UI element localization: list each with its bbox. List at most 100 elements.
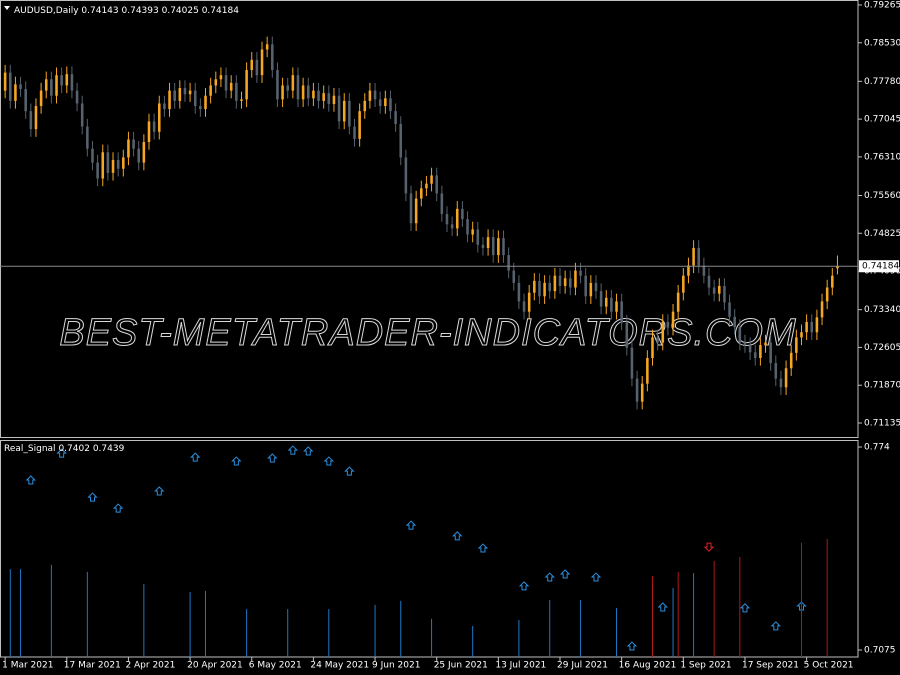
candle-body bbox=[569, 278, 572, 288]
signal-arrow bbox=[559, 569, 571, 579]
candle-body bbox=[327, 93, 331, 104]
candle-body bbox=[291, 75, 295, 91]
panel-header: AUDUSD,Daily 0.74143 0.74393 0.74025 0.7… bbox=[14, 6, 239, 16]
candle-body bbox=[3, 72, 7, 91]
candle-body bbox=[250, 59, 254, 71]
candle-body bbox=[502, 238, 505, 256]
candle-body bbox=[676, 292, 680, 312]
x-tick-label: 17 Mar 2021 bbox=[64, 661, 121, 671]
watermark: BEST-METATRADER-INDICATORS.COM bbox=[59, 312, 796, 354]
candle-body bbox=[219, 75, 223, 80]
candle-body bbox=[589, 282, 593, 297]
y-tick-label: 0.74825 bbox=[864, 229, 900, 239]
candle-body bbox=[34, 106, 38, 130]
x-tick-label: 20 Apr 2021 bbox=[187, 661, 243, 671]
candle-body bbox=[127, 139, 130, 158]
signal-arrow bbox=[25, 475, 37, 485]
candle-body bbox=[789, 352, 793, 369]
candle-body bbox=[497, 238, 500, 256]
candle-body bbox=[476, 229, 480, 245]
candle-body bbox=[430, 175, 433, 184]
candle-body bbox=[646, 357, 649, 384]
candle-body bbox=[188, 90, 192, 95]
y-tick-label: 0.7075 bbox=[864, 646, 896, 656]
candle-body bbox=[738, 327, 742, 343]
x-tick-label: 16 Aug 2021 bbox=[619, 661, 677, 671]
candle-body bbox=[682, 275, 685, 293]
candle-body bbox=[630, 347, 634, 379]
signal-arrow bbox=[112, 503, 124, 513]
candle-body bbox=[420, 188, 423, 199]
x-tick-label: 29 Jul 2021 bbox=[557, 661, 608, 671]
x-tick-label: 1 Sep 2021 bbox=[680, 661, 731, 671]
candle-body bbox=[527, 292, 531, 312]
candle-body bbox=[815, 317, 819, 333]
header-value: 0.74393 bbox=[122, 6, 159, 16]
candle-body bbox=[836, 266, 839, 269]
candle-body bbox=[712, 287, 716, 294]
candle-body bbox=[271, 44, 274, 71]
header-value: 0.74143 bbox=[81, 6, 118, 16]
candle-body bbox=[800, 332, 803, 338]
candle-body bbox=[44, 79, 48, 91]
candle-body bbox=[199, 106, 202, 110]
candle-body bbox=[65, 74, 69, 86]
candle-body bbox=[702, 265, 706, 276]
candle-body bbox=[481, 244, 485, 248]
candle-body bbox=[342, 100, 346, 122]
candle-body bbox=[753, 352, 757, 358]
candle-body bbox=[733, 316, 736, 328]
candle-body bbox=[517, 282, 521, 302]
candle-body bbox=[116, 160, 120, 169]
signal-arrow bbox=[87, 492, 98, 502]
candle-body bbox=[543, 282, 546, 297]
header-value: 0.74184 bbox=[202, 6, 239, 16]
candle-body bbox=[661, 321, 665, 343]
header-value: 0.7402 bbox=[58, 444, 90, 454]
candle-body bbox=[368, 90, 372, 101]
indicator-panel-frame bbox=[0, 440, 859, 658]
x-tick-label: 5 Oct 2021 bbox=[804, 661, 854, 671]
candle-body bbox=[584, 275, 587, 297]
candle-body bbox=[122, 157, 125, 169]
symbol-menu-arrow[interactable] bbox=[4, 6, 10, 10]
candle-body bbox=[563, 278, 567, 286]
x-tick-label: 9 Jun 2021 bbox=[372, 661, 420, 671]
candle-body bbox=[91, 148, 94, 163]
y-tick-label: 0.77045 bbox=[864, 115, 900, 125]
candle-body bbox=[471, 229, 474, 235]
candle-body bbox=[651, 337, 654, 358]
candle-body bbox=[558, 275, 562, 286]
candle-body bbox=[553, 275, 557, 292]
candle-body bbox=[615, 301, 618, 312]
candle-body bbox=[389, 98, 392, 112]
candle-body bbox=[19, 84, 22, 90]
candle-body bbox=[183, 88, 187, 95]
candle-body bbox=[24, 89, 27, 112]
candle-body bbox=[147, 121, 151, 143]
x-tick-label: 24 May 2021 bbox=[310, 661, 369, 671]
candle-body bbox=[363, 100, 367, 112]
candle-body bbox=[8, 72, 12, 101]
candle-body bbox=[440, 193, 444, 214]
signal-arrow bbox=[657, 602, 668, 612]
candle-body bbox=[425, 183, 428, 189]
candle-body bbox=[204, 95, 207, 110]
candle-body bbox=[533, 280, 536, 293]
candle-body bbox=[373, 90, 377, 100]
candle-body bbox=[75, 90, 79, 104]
signal-arrow bbox=[303, 446, 314, 456]
candle-body bbox=[399, 124, 403, 158]
candle-body bbox=[435, 175, 438, 194]
candle-body bbox=[743, 342, 747, 346]
y-tick-label: 0.79265 bbox=[864, 0, 900, 10]
candle-body bbox=[707, 275, 711, 288]
candle-body bbox=[142, 142, 146, 163]
candle-body bbox=[60, 75, 63, 86]
candle-body bbox=[779, 378, 783, 388]
y-tick-label: 0.77780 bbox=[864, 77, 900, 87]
signal-arrow bbox=[267, 453, 278, 463]
candle-body bbox=[656, 337, 659, 343]
signal-arrow bbox=[287, 445, 299, 455]
